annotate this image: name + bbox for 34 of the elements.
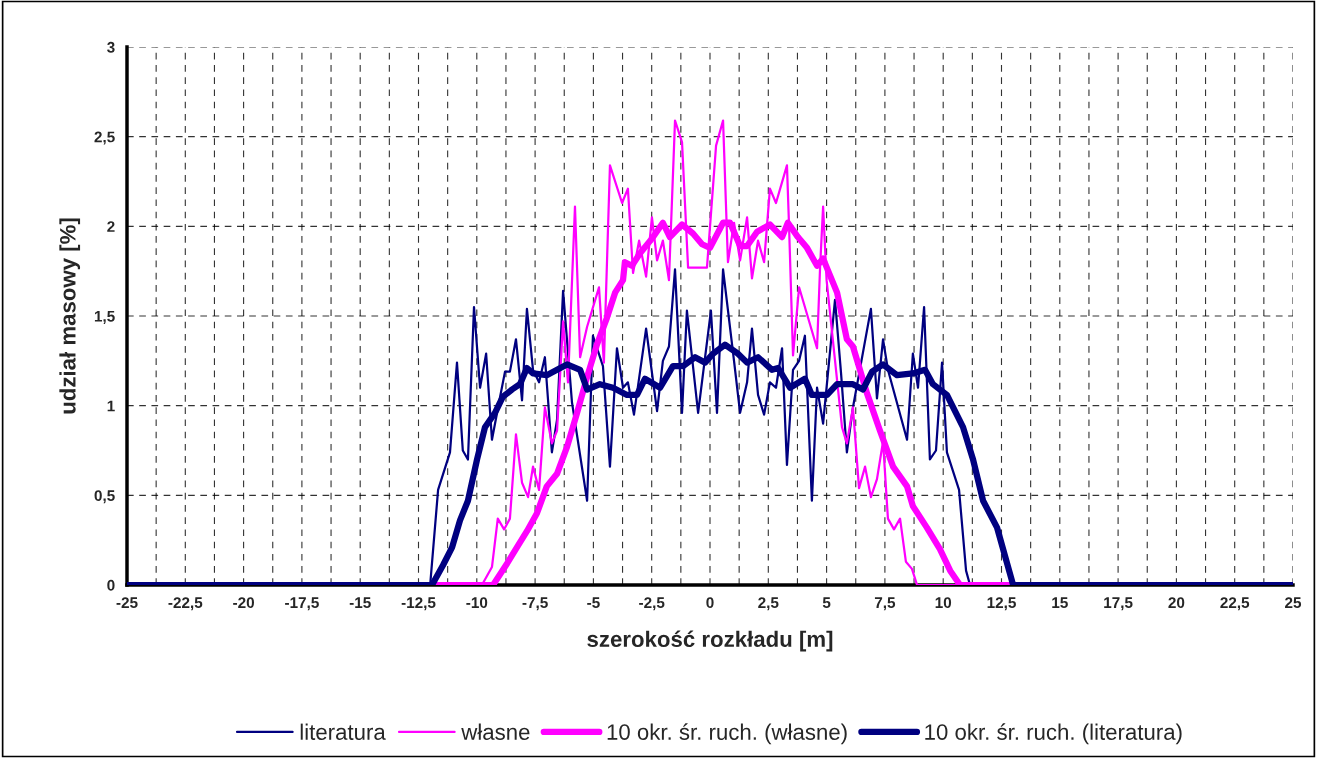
x-tick-label: 7,5 — [874, 597, 896, 611]
x-tick-label: 22,5 — [1220, 597, 1250, 611]
x-tick-label: -22,5 — [168, 597, 203, 611]
y-tick-label: 3 — [107, 41, 115, 53]
x-tick-label: 20 — [1168, 597, 1185, 609]
x-tick-label: -25 — [116, 597, 138, 609]
x-tick-label: -17,5 — [285, 597, 319, 611]
y-tick-label: 1,5 — [94, 311, 115, 324]
y-tick-label: 0,5 — [94, 490, 115, 504]
y-tick-label: 1 — [107, 400, 115, 412]
legend-label: 10 okr. śr. ruch. (literatura) — [925, 723, 1182, 745]
x-tick-label: 10 — [935, 597, 952, 609]
legend-label: literatura — [300, 723, 386, 740]
y-axis-title: udział masowy [%] — [59, 218, 81, 414]
x-tick-label: 5 — [822, 597, 831, 609]
y-tick-label: 0 — [107, 579, 115, 591]
x-tick-label: 17,5 — [1104, 597, 1133, 611]
y-tick-label: 2 — [107, 221, 115, 232]
y-tick-label: 2,5 — [94, 131, 115, 145]
x-tick-label: 2,5 — [758, 597, 779, 611]
x-axis-title: szerokość rozkładu [m] — [587, 630, 833, 652]
x-tick-label: -5 — [587, 597, 600, 609]
x-tick-label: 12,5 — [987, 597, 1016, 611]
x-tick-label: -20 — [233, 597, 255, 609]
x-tick-label: 25 — [1285, 597, 1302, 609]
x-tick-label: -2,5 — [639, 597, 665, 611]
legend-label: własne — [461, 723, 530, 740]
x-tick-label: -7,5 — [522, 597, 548, 611]
x-tick-label: 0 — [706, 597, 714, 609]
x-tick-label: -12,5 — [401, 597, 436, 611]
x-tick-label: 15 — [1052, 597, 1068, 609]
x-tick-label: -10 — [466, 597, 488, 609]
x-tick-label: -15 — [349, 597, 371, 609]
legend-label: 10 okr. śr. ruch. (własne) — [607, 723, 847, 745]
